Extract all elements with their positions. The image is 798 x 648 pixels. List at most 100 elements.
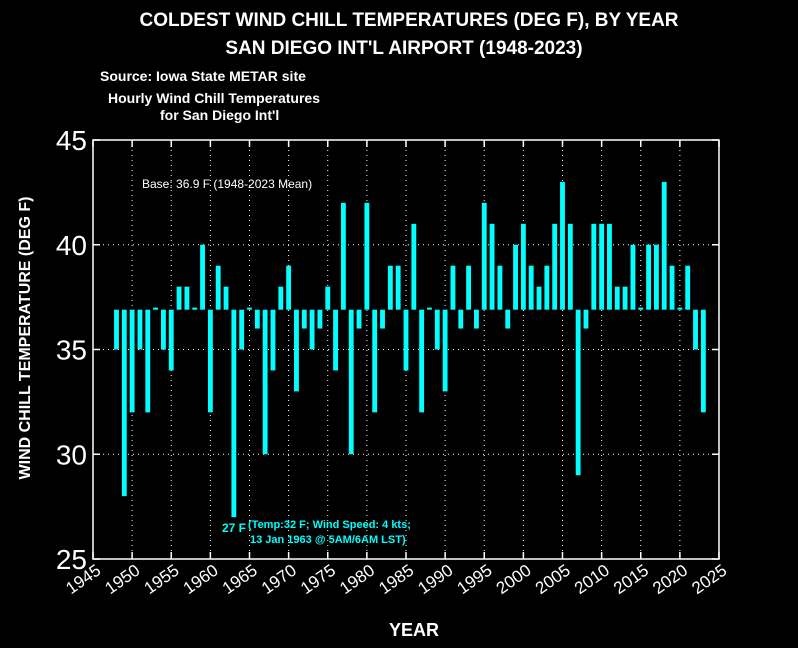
bar-1964 (239, 309, 245, 350)
bar-1949 (121, 309, 127, 497)
x-tick-label: 2000 (493, 561, 535, 598)
y-tick-label: 35 (56, 335, 87, 366)
x-tick-label: 1970 (258, 561, 300, 598)
bar-1948 (114, 309, 119, 350)
source-note-line-1: Source: Iowa State METAR site (100, 68, 306, 84)
ticks-group (92, 139, 720, 560)
bar-1959 (200, 244, 205, 310)
bar-1960 (207, 309, 213, 413)
bar-2003 (544, 265, 550, 310)
bar-1967 (262, 309, 268, 455)
bar-1969 (278, 286, 284, 310)
bar-1990 (442, 309, 448, 392)
bar-2014 (630, 244, 636, 310)
bar-1987 (419, 309, 425, 413)
bar-1979 (356, 309, 362, 329)
y-tick-label: 30 (56, 439, 87, 470)
bar-2020 (677, 307, 683, 310)
bar-2013 (622, 286, 628, 310)
bar-2004 (552, 223, 558, 310)
bars-group (114, 181, 706, 518)
bar-1962 (223, 286, 229, 310)
bar-1953 (153, 307, 159, 310)
bar-1998 (505, 309, 511, 329)
bar-1995 (481, 202, 487, 310)
bar-2016 (646, 244, 652, 310)
bar-2005 (560, 181, 565, 310)
bar-2010 (599, 223, 605, 310)
bar-2001 (528, 265, 534, 310)
bar-1982 (380, 309, 385, 329)
bar-2021 (685, 265, 691, 310)
bar-2019 (669, 265, 675, 310)
bar-1954 (160, 309, 166, 350)
bar-2002 (536, 286, 542, 310)
bar-1976 (333, 309, 339, 371)
bar-2007 (575, 309, 581, 476)
bar-1968 (270, 309, 276, 371)
bar-1975 (325, 286, 331, 310)
bar-1957 (184, 286, 190, 310)
bar-1984 (395, 265, 401, 310)
bar-1988 (427, 307, 432, 310)
bar-2022 (693, 309, 698, 350)
bar-2000 (520, 223, 526, 310)
bar-1961 (215, 265, 221, 310)
bar-1994 (473, 309, 479, 329)
bar-1963 (231, 309, 237, 518)
x-tick-label: 1960 (180, 561, 222, 598)
x-tick-label: 1980 (336, 561, 378, 598)
source-note-line-2: Hourly Wind Chill Temperatures (108, 90, 320, 106)
bar-1981 (372, 309, 378, 413)
x-tick-label: 2025 (688, 561, 730, 598)
bar-1966 (254, 309, 260, 329)
bar-2011 (607, 223, 612, 310)
x-tick-label: 1950 (102, 561, 144, 598)
bar-2015 (638, 307, 644, 310)
bar-1980 (364, 202, 370, 310)
x-tick-label: 1995 (454, 561, 496, 598)
bar-1965 (247, 307, 252, 310)
bar-1955 (168, 309, 174, 371)
x-tick-label: 2010 (571, 561, 613, 598)
bar-1983 (387, 265, 393, 310)
bar-1952 (145, 309, 151, 413)
annotation-min-value: 27 F (222, 521, 246, 535)
x-tick-label: 1975 (297, 561, 339, 598)
bar-1996 (489, 223, 495, 310)
bar-2018 (661, 181, 667, 310)
x-tick-label: 2005 (532, 561, 574, 598)
bar-1956 (176, 286, 182, 310)
bar-1991 (450, 265, 456, 310)
y-axis-label: WIND CHILL TEMPERATURE (DEG F) (17, 197, 34, 480)
bar-2006 (567, 223, 573, 310)
bar-1977 (340, 202, 346, 310)
x-axis-label: YEAR (389, 620, 439, 640)
bar-1989 (434, 309, 440, 350)
chart-title: COLDEST WIND CHILL TEMPERATURES (DEG F),… (139, 10, 679, 31)
bar-1978 (348, 309, 354, 455)
bar-1970 (286, 265, 292, 310)
y-tick-label: 40 (56, 230, 87, 261)
bar-1974 (317, 309, 323, 329)
y-tick-label: 45 (56, 125, 87, 156)
annotation-detail-line-2: 13 Jan 1963 @ 5AM/6AM LST) (250, 534, 406, 546)
x-tick-label: 1990 (415, 561, 457, 598)
bar-2008 (583, 309, 589, 329)
bar-2017 (653, 244, 659, 310)
bar-1950 (129, 309, 135, 413)
bar-2009 (591, 223, 597, 310)
x-tick-label: 1985 (375, 561, 417, 598)
bar-1985 (403, 309, 409, 371)
bar-1972 (301, 309, 307, 329)
x-tick-label: 1965 (219, 561, 261, 598)
bar-2012 (614, 286, 620, 310)
annotation-detail-line-1: (Temp:32 F; Wind Speed: 4 kts; (248, 519, 411, 531)
bar-1973 (309, 309, 315, 350)
bar-2023 (700, 309, 706, 413)
bar-1971 (294, 309, 299, 392)
x-tick-label: 1955 (141, 561, 183, 598)
x-tick-label: 2020 (649, 561, 691, 598)
chart-subtitle: SAN DIEGO INT'L AIRPORT (1948-2023) (225, 38, 583, 59)
